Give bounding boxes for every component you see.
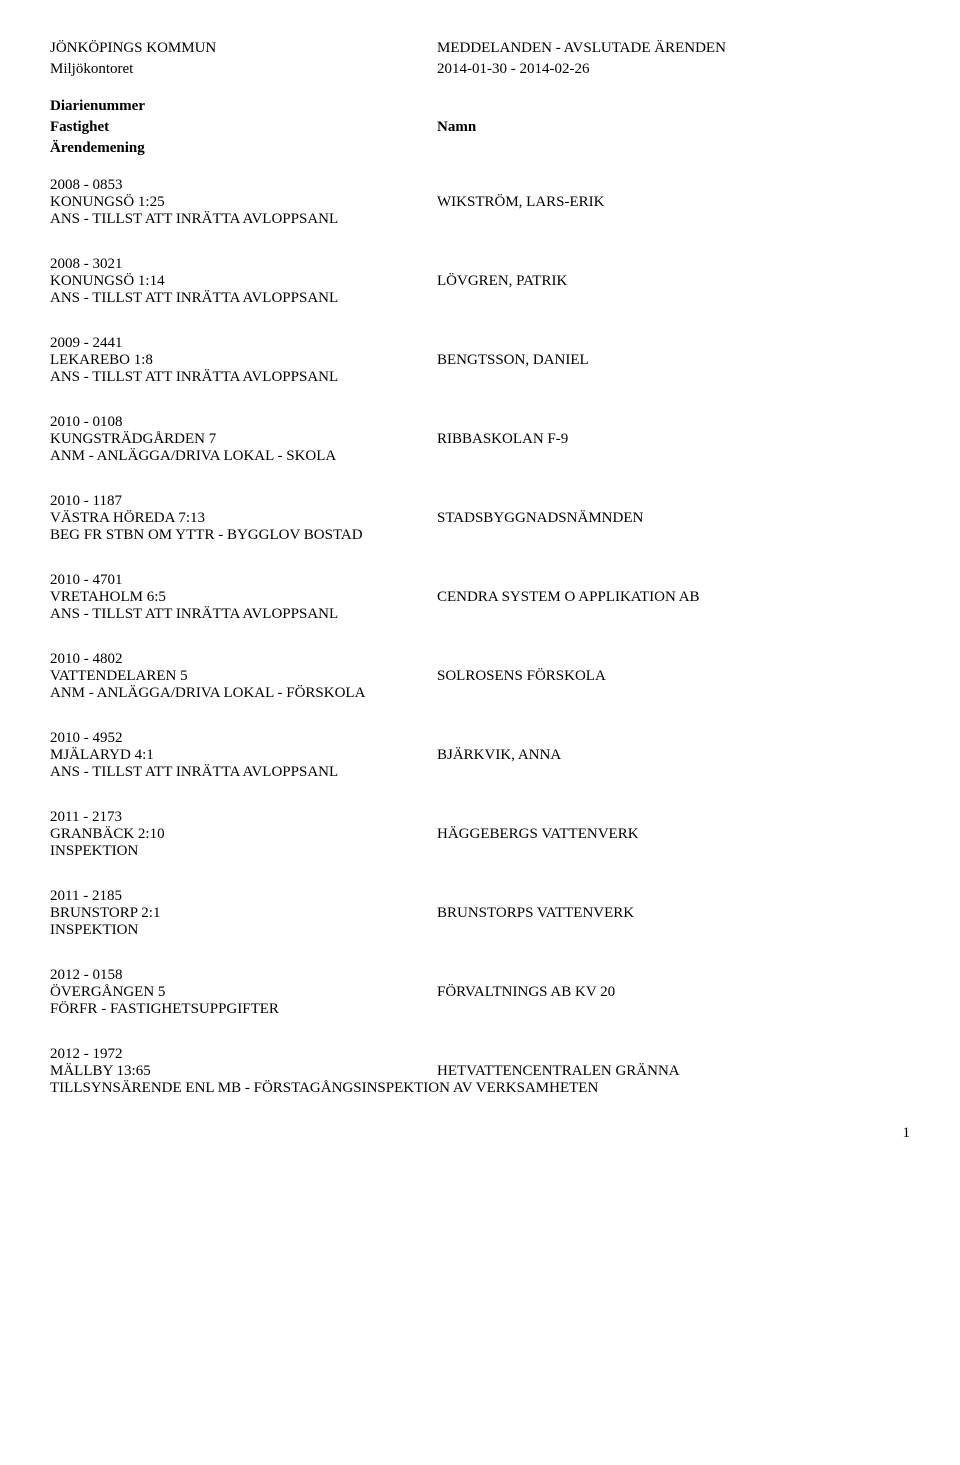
entry-diarienummer: 2010 - 1187: [50, 493, 437, 510]
entry-diarienummer: 2012 - 1972: [50, 1046, 437, 1063]
col-blank2: [437, 140, 910, 157]
entry-namn: BENGTSSON, DANIEL: [437, 352, 910, 369]
entry-arendemening: ANS - TILLST ATT INRÄTTA AVLOPPSANL: [50, 764, 338, 781]
entry-fastighet: KUNGSTRÄDGÅRDEN 7: [50, 431, 437, 448]
entry-fastighet: MÄLLBY 13:65: [50, 1063, 437, 1080]
header-row: JÖNKÖPINGS KOMMUN MEDDELANDEN - AVSLUTAD…: [50, 40, 910, 57]
col-namn: Namn: [437, 119, 910, 136]
entry-arendemening: ANM - ANLÄGGA/DRIVA LOKAL - SKOLA: [50, 448, 336, 465]
entry: 2008 - 0853KONUNGSÖ 1:25WIKSTRÖM, LARS-E…: [50, 177, 910, 228]
entry-diarienummer: 2012 - 0158: [50, 967, 437, 984]
entry-namn: BRUNSTORPS VATTENVERK: [437, 905, 910, 922]
col-blank: [437, 98, 910, 115]
entry: 2010 - 0108KUNGSTRÄDGÅRDEN 7RIBBASKOLAN …: [50, 414, 910, 465]
entry-diarienummer: 2008 - 3021: [50, 256, 437, 273]
entry-arendemening: INSPEKTION: [50, 843, 138, 860]
entries-list: 2008 - 0853KONUNGSÖ 1:25WIKSTRÖM, LARS-E…: [50, 177, 910, 1097]
entry-fastighet: ÖVERGÅNGEN 5: [50, 984, 437, 1001]
entry-diarienummer: 2010 - 0108: [50, 414, 437, 431]
doc-title: MEDDELANDEN - AVSLUTADE ÄRENDEN: [437, 40, 910, 57]
entry-fastighet: KONUNGSÖ 1:14: [50, 273, 437, 290]
entry-diarienummer: 2008 - 0853: [50, 177, 437, 194]
entry-fastighet: MJÄLARYD 4:1: [50, 747, 437, 764]
entry-arendemening: ANM - ANLÄGGA/DRIVA LOKAL - FÖRSKOLA: [50, 685, 365, 702]
entry-namn: BJÄRKVIK, ANNA: [437, 747, 910, 764]
entry-diarienummer: 2011 - 2185: [50, 888, 437, 905]
entry: 2009 - 2441LEKAREBO 1:8BENGTSSON, DANIEL…: [50, 335, 910, 386]
entry: 2011 - 2185BRUNSTORP 2:1BRUNSTORPS VATTE…: [50, 888, 910, 939]
entry-diarienummer: 2010 - 4701: [50, 572, 437, 589]
page-number: 1: [50, 1125, 910, 1142]
entry-namn: FÖRVALTNINGS AB KV 20: [437, 984, 910, 1001]
entry-fastighet: LEKAREBO 1:8: [50, 352, 437, 369]
entry-arendemening: ANS - TILLST ATT INRÄTTA AVLOPPSANL: [50, 211, 338, 228]
org-name: JÖNKÖPINGS KOMMUN: [50, 40, 437, 57]
col-diarienummer: Diarienummer: [50, 98, 437, 115]
subheader-row: Miljökontoret 2014-01-30 - 2014-02-26: [50, 61, 910, 78]
entry-arendemening: TILLSYNSÄRENDE ENL MB - FÖRSTAGÅNGSINSPE…: [50, 1080, 598, 1097]
column-labels-block: Diarienummer Fastighet Namn Ärendemening: [50, 98, 910, 157]
entry-namn: WIKSTRÖM, LARS-ERIK: [437, 194, 910, 211]
entry-fastighet: BRUNSTORP 2:1: [50, 905, 437, 922]
entry-fastighet: GRANBÄCK 2:10: [50, 826, 437, 843]
entry-fastighet: VRETAHOLM 6:5: [50, 589, 437, 606]
entry-namn: CENDRA SYSTEM O APPLIKATION AB: [437, 589, 910, 606]
entry-arendemening: FÖRFR - FASTIGHETSUPPGIFTER: [50, 1001, 279, 1018]
department: Miljökontoret: [50, 61, 437, 78]
entry: 2010 - 4952MJÄLARYD 4:1BJÄRKVIK, ANNA ANS…: [50, 730, 910, 781]
entry-arendemening: ANS - TILLST ATT INRÄTTA AVLOPPSANL: [50, 369, 338, 386]
col-fastighet: Fastighet: [50, 119, 437, 136]
entry: 2011 - 2173GRANBÄCK 2:10HÄGGEBERGS VATTE…: [50, 809, 910, 860]
date-range: 2014-01-30 - 2014-02-26: [437, 61, 910, 78]
entry: 2010 - 4802VATTENDELAREN 5SOLROSENS FÖRS…: [50, 651, 910, 702]
entry-namn: HÄGGEBERGS VATTENVERK: [437, 826, 910, 843]
entry-diarienummer: 2010 - 4952: [50, 730, 437, 747]
entry: 2012 - 0158ÖVERGÅNGEN 5FÖRVALTNINGS AB K…: [50, 967, 910, 1018]
entry: 2012 - 1972MÄLLBY 13:65HETVATTENCENTRALE…: [50, 1046, 910, 1097]
entry-arendemening: ANS - TILLST ATT INRÄTTA AVLOPPSANL: [50, 290, 338, 307]
entry-fastighet: KONUNGSÖ 1:25: [50, 194, 437, 211]
entry-arendemening: BEG FR STBN OM YTTR - BYGGLOV BOSTAD: [50, 527, 363, 544]
entry: 2008 - 3021KONUNGSÖ 1:14LÖVGREN, PATRIK A…: [50, 256, 910, 307]
entry-diarienummer: 2009 - 2441: [50, 335, 437, 352]
entry-fastighet: VATTENDELAREN 5: [50, 668, 437, 685]
entry-namn: RIBBASKOLAN F-9: [437, 431, 910, 448]
entry-namn: LÖVGREN, PATRIK: [437, 273, 910, 290]
entry-namn: HETVATTENCENTRALEN GRÄNNA: [437, 1063, 910, 1080]
entry-diarienummer: 2010 - 4802: [50, 651, 437, 668]
entry-namn: SOLROSENS FÖRSKOLA: [437, 668, 910, 685]
entry-arendemening: INSPEKTION: [50, 922, 138, 939]
entry-namn: STADSBYGGNADSNÄMNDEN: [437, 510, 910, 527]
entry-diarienummer: 2011 - 2173: [50, 809, 437, 826]
entry-arendemening: ANS - TILLST ATT INRÄTTA AVLOPPSANL: [50, 606, 338, 623]
col-arendemening: Ärendemening: [50, 140, 437, 157]
entry: 2010 - 1187VÄSTRA HÖREDA 7:13STADSBYGGNA…: [50, 493, 910, 544]
entry-fastighet: VÄSTRA HÖREDA 7:13: [50, 510, 437, 527]
entry: 2010 - 4701VRETAHOLM 6:5CENDRA SYSTEM O …: [50, 572, 910, 623]
